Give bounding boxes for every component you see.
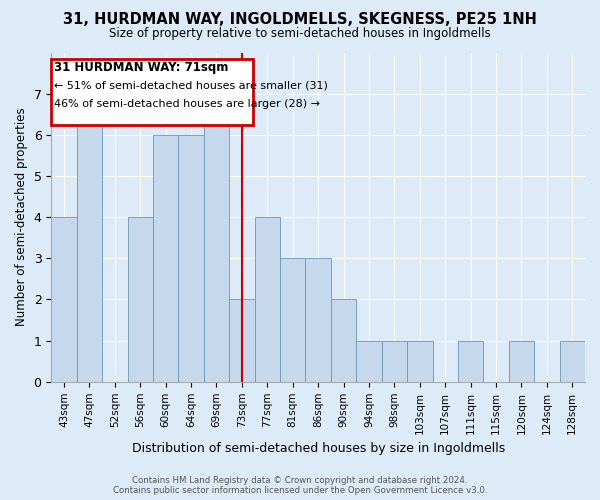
Bar <box>153 135 178 382</box>
Bar <box>305 258 331 382</box>
Bar <box>254 217 280 382</box>
Text: 31 HURDMAN WAY: 71sqm: 31 HURDMAN WAY: 71sqm <box>54 60 228 74</box>
Bar <box>407 340 433 382</box>
X-axis label: Distribution of semi-detached houses by size in Ingoldmells: Distribution of semi-detached houses by … <box>131 442 505 455</box>
Bar <box>77 94 102 382</box>
FancyBboxPatch shape <box>51 58 253 124</box>
Bar <box>560 340 585 382</box>
Bar <box>128 217 153 382</box>
Text: Contains HM Land Registry data © Crown copyright and database right 2024.
Contai: Contains HM Land Registry data © Crown c… <box>113 476 487 495</box>
Bar <box>280 258 305 382</box>
Bar <box>51 217 77 382</box>
Y-axis label: Number of semi-detached properties: Number of semi-detached properties <box>15 108 28 326</box>
Bar <box>509 340 534 382</box>
Text: 46% of semi-detached houses are larger (28) →: 46% of semi-detached houses are larger (… <box>54 98 320 108</box>
Text: 31, HURDMAN WAY, INGOLDMELLS, SKEGNESS, PE25 1NH: 31, HURDMAN WAY, INGOLDMELLS, SKEGNESS, … <box>63 12 537 28</box>
Bar <box>229 300 254 382</box>
Text: ← 51% of semi-detached houses are smaller (31): ← 51% of semi-detached houses are smalle… <box>54 80 328 90</box>
Text: Size of property relative to semi-detached houses in Ingoldmells: Size of property relative to semi-detach… <box>109 28 491 40</box>
Bar <box>382 340 407 382</box>
Bar <box>331 300 356 382</box>
Bar <box>356 340 382 382</box>
Bar <box>204 94 229 382</box>
Bar <box>458 340 484 382</box>
Bar <box>178 135 204 382</box>
